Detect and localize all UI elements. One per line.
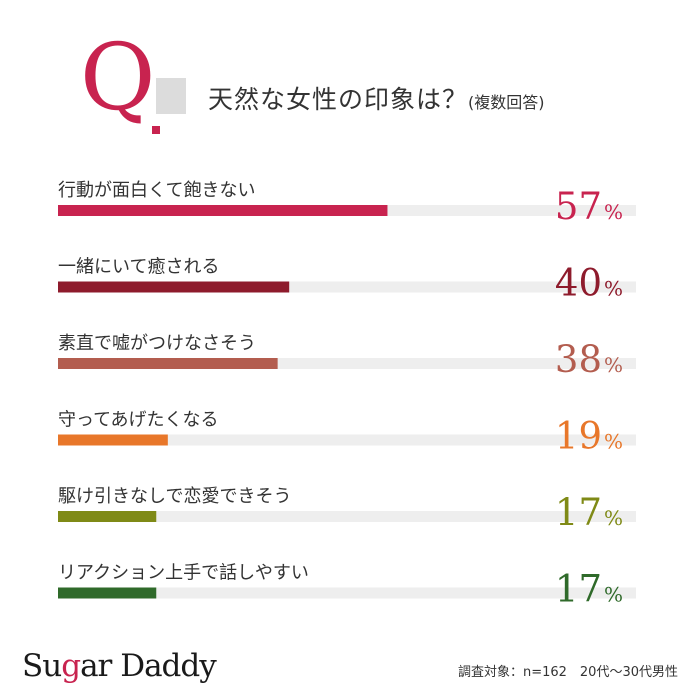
q-mark-square bbox=[156, 78, 186, 114]
category-label: 素直で嘘がつけなさそう bbox=[58, 333, 256, 354]
value-unit-label: % bbox=[604, 583, 623, 607]
bar bbox=[58, 434, 168, 446]
value-label: 17 bbox=[555, 491, 602, 534]
category-label: リアクション上手で話しやすい bbox=[58, 563, 309, 584]
brand-logo-prefix: Su bbox=[22, 648, 62, 684]
bar-track bbox=[58, 281, 636, 293]
brand-logo: Sugar Daddy bbox=[22, 646, 217, 686]
value-label: 38 bbox=[555, 338, 602, 381]
bar bbox=[58, 205, 388, 216]
value-unit-label: % bbox=[604, 506, 623, 530]
question-note: (複数回答) bbox=[468, 93, 545, 112]
bar bbox=[58, 587, 157, 599]
bar-track bbox=[58, 434, 636, 446]
q-mark-dot bbox=[152, 126, 160, 134]
survey-note: 調査対象：n=162 20代～30代男性 bbox=[457, 665, 678, 680]
value-label: 19 bbox=[555, 415, 602, 458]
bar-chart: 行動が面白くて飽きない 57 % 一緒にいて癒される 40 % 素直で嘘がつけなさそう 38%… bbox=[58, 180, 636, 611]
value-unit-label: % bbox=[604, 353, 623, 377]
question-text: 天然な女性の印象は？ bbox=[208, 85, 469, 114]
bar bbox=[58, 511, 157, 522]
value-unit-label: % bbox=[604, 200, 623, 224]
category-label: 守ってあげたくなる bbox=[58, 410, 219, 431]
question-title: 天然な女性の印象は？(複数回答) bbox=[208, 84, 545, 119]
bar bbox=[58, 358, 278, 369]
category-label: 一緒にいて癒される bbox=[58, 257, 219, 278]
q-mark: Q bbox=[80, 28, 190, 134]
value-unit-label: % bbox=[604, 277, 623, 301]
category-label: 駆け引きなしで恋愛できそう bbox=[58, 485, 291, 507]
bar-track bbox=[58, 587, 636, 599]
value-unit-label: % bbox=[604, 430, 623, 454]
bar-track bbox=[58, 511, 636, 522]
brand-logo-suffix: ar Daddy bbox=[80, 648, 217, 684]
category-label: 行動が面白くて飽きない bbox=[58, 180, 255, 201]
value-label: 40 bbox=[555, 262, 602, 305]
bar-track bbox=[58, 358, 636, 369]
bar bbox=[58, 281, 290, 293]
value-label: 57 bbox=[555, 185, 602, 228]
q-letter: Q bbox=[80, 24, 156, 131]
value-label: 17 bbox=[555, 568, 602, 611]
brand-logo-g: g bbox=[61, 648, 81, 684]
